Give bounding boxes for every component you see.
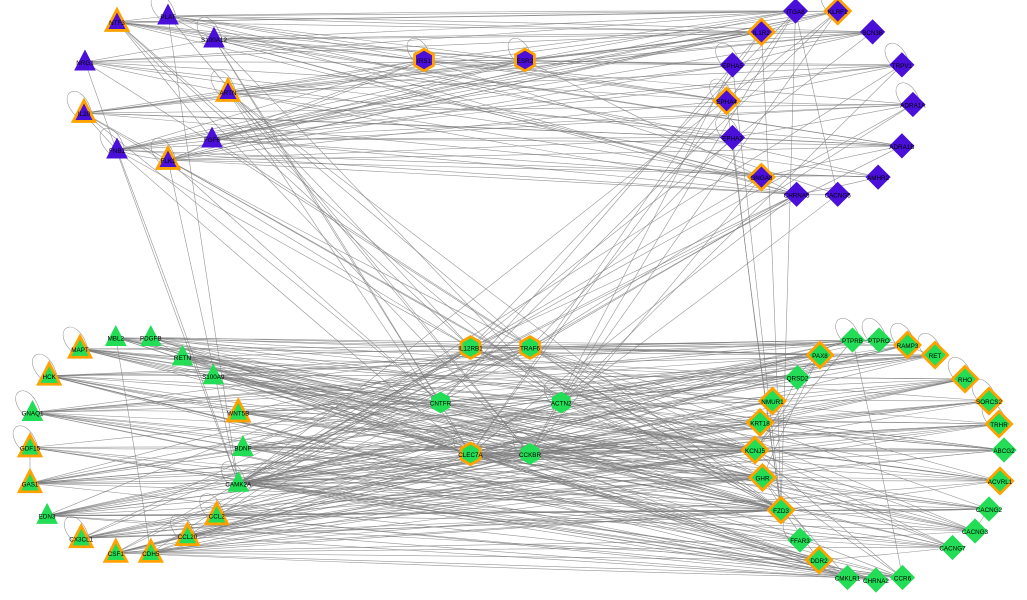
svg-text:KRT18: KRT18 (750, 421, 770, 428)
svg-text:EPHA3: EPHA3 (722, 136, 743, 143)
svg-text:PTPRO: PTPRO (868, 338, 890, 345)
svg-text:IL12RB1: IL12RB1 (458, 346, 483, 353)
svg-text:EDN3: EDN3 (39, 513, 56, 520)
svg-text:MBL2: MBL2 (108, 336, 125, 343)
svg-text:CCKBR: CCKBR (519, 452, 541, 459)
svg-text:CLEC7A: CLEC7A (458, 452, 483, 459)
svg-text:SCN3B: SCN3B (862, 30, 883, 37)
svg-text:ITGA8: ITGA8 (786, 9, 805, 16)
svg-text:CACNG2: CACNG2 (976, 507, 1003, 514)
svg-text:GAS1: GAS1 (22, 481, 39, 488)
svg-text:FFAR3: FFAR3 (790, 538, 810, 545)
svg-text:DDR2: DDR2 (810, 558, 828, 565)
svg-text:ADRA1B: ADRA1B (889, 144, 914, 151)
svg-text:IL1R2: IL1R2 (753, 30, 770, 37)
svg-text:PDGFB: PDGFB (140, 336, 162, 343)
svg-text:BDNF: BDNF (234, 446, 251, 453)
svg-text:CCL20: CCL20 (178, 534, 198, 541)
svg-text:ABCG2: ABCG2 (993, 448, 1015, 455)
svg-text:CHRNA5: CHRNA5 (784, 192, 810, 199)
svg-text:S100A12: S100A12 (201, 37, 227, 44)
svg-text:GNAQ1: GNAQ1 (21, 411, 44, 418)
svg-text:GDF15: GDF15 (20, 446, 41, 453)
svg-text:TRPV1: TRPV1 (892, 63, 913, 70)
svg-text:CACNG7: CACNG7 (939, 546, 966, 553)
svg-text:ADRA1A: ADRA1A (900, 103, 926, 110)
svg-text:GHR: GHR (756, 476, 770, 483)
svg-text:CSF1: CSF1 (108, 551, 125, 558)
svg-text:AMHR2: AMHR2 (867, 175, 890, 182)
svg-text:ARTN: ARTN (219, 90, 236, 97)
svg-text:TRAF6: TRAF6 (520, 346, 540, 353)
svg-text:SORCS2: SORCS2 (976, 399, 1002, 406)
svg-text:IL20: IL20 (78, 111, 91, 118)
svg-text:CACNG5: CACNG5 (825, 192, 852, 199)
svg-text:IRS1: IRS1 (417, 58, 431, 65)
svg-text:CDH5: CDH5 (142, 551, 160, 558)
svg-text:CMKLR1: CMKLR1 (835, 576, 861, 583)
svg-text:PTPRB: PTPRB (842, 338, 863, 345)
svg-text:CX3CL1: CX3CL1 (69, 536, 93, 543)
svg-text:RET: RET (929, 353, 942, 360)
svg-text:PLAT: PLAT (160, 14, 175, 21)
svg-text:TRHR: TRHR (990, 422, 1008, 429)
svg-text:GNGA8: GNGA8 (750, 175, 773, 182)
svg-text:CNTFR: CNTFR (430, 401, 452, 408)
svg-text:FNB1: FNB1 (109, 148, 126, 155)
svg-text:FLK1: FLK1 (160, 158, 176, 165)
svg-text:QRSD2: QRSD2 (787, 376, 809, 383)
svg-text:WNT5B: WNT5B (227, 411, 249, 418)
svg-text:CACNG3: CACNG3 (962, 529, 989, 536)
svg-text:PAX8: PAX8 (812, 353, 828, 360)
svg-text:ESR2: ESR2 (517, 58, 534, 65)
svg-text:EPHA4: EPHA4 (716, 99, 737, 106)
svg-text:RAMP3: RAMP3 (897, 343, 919, 350)
svg-text:NTF3: NTF3 (109, 20, 125, 27)
svg-text:ACVRL1: ACVRL1 (988, 479, 1013, 486)
svg-text:CHRNA2: CHRNA2 (863, 578, 889, 585)
svg-text:NMUR1: NMUR1 (761, 399, 784, 406)
svg-text:RETN: RETN (174, 355, 192, 362)
svg-text:KCNJ5: KCNJ5 (745, 448, 765, 455)
svg-text:NRG1: NRG1 (76, 60, 94, 67)
svg-text:RHO: RHO (958, 377, 972, 384)
svg-text:MAPT: MAPT (71, 347, 89, 354)
svg-text:CCR6: CCR6 (894, 576, 912, 583)
svg-text:FGF6: FGF6 (204, 137, 221, 144)
svg-text:ACTN2: ACTN2 (551, 401, 572, 408)
svg-text:S100A9: S100A9 (202, 374, 225, 381)
svg-text:CAMK2A: CAMK2A (225, 481, 252, 488)
svg-text:HCK: HCK (43, 374, 57, 381)
svg-text:EPHA5: EPHA5 (722, 63, 743, 70)
svg-text:KLRF1: KLRF1 (828, 9, 848, 16)
svg-text:CCL2: CCL2 (209, 513, 226, 520)
svg-text:FZD3: FZD3 (773, 508, 789, 515)
